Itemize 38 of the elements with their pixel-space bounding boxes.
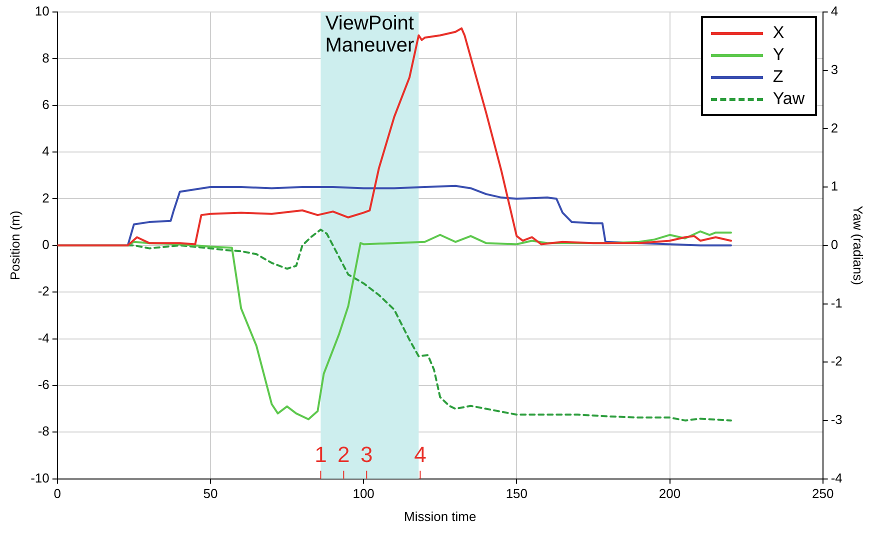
x-tick-label: 200 [658,486,681,502]
y-tick-label: -6 [38,377,50,392]
y2-tick-label: 0 [830,236,838,252]
y-tick-label: -4 [38,330,50,346]
y-axis-title: Position (m) [7,210,22,280]
annotation: 2 [338,442,350,467]
annotation: 3 [360,442,373,467]
y2-tick-label: -1 [830,295,842,310]
y2-tick-label: 2 [830,120,838,136]
y-tick-label: -10 [30,470,50,486]
y2-tick-label: -3 [830,412,842,428]
legend-label: Yaw [772,88,805,110]
x-tick-label: 50 [203,486,218,502]
y2-tick-label: -4 [830,470,842,486]
annotation: 4 [414,442,426,467]
legend-label: Y [772,44,784,66]
x-tick-label: 250 [812,486,834,502]
y-tick-label: 2 [42,190,50,206]
y2-tick-label: 3 [830,62,838,77]
y-tick-label: 0 [42,236,50,252]
y2-axis-title: Yaw (radians) [850,206,866,286]
y-tick-label: -2 [38,284,50,299]
y-tick-label: -8 [38,424,50,439]
legend-label: X [772,22,784,44]
annotation: 1 [314,442,327,467]
x-tick-label: 100 [352,486,374,502]
x-tick-label: 150 [506,486,528,502]
x-tick-label: 0 [54,486,62,502]
y2-tick-label: 4 [830,4,838,19]
y-tick-label: 4 [42,144,50,159]
y2-tick-label: -2 [830,354,842,369]
y-tick-label: 10 [34,4,50,19]
x-axis-title: Mission time [404,508,476,524]
legend-label: Z [772,66,784,88]
y-tick-label: 8 [42,50,50,66]
y2-tick-label: 1 [830,178,838,194]
band-label: ViewPoint Maneuver [325,12,414,57]
y-tick-label: 6 [42,96,50,112]
